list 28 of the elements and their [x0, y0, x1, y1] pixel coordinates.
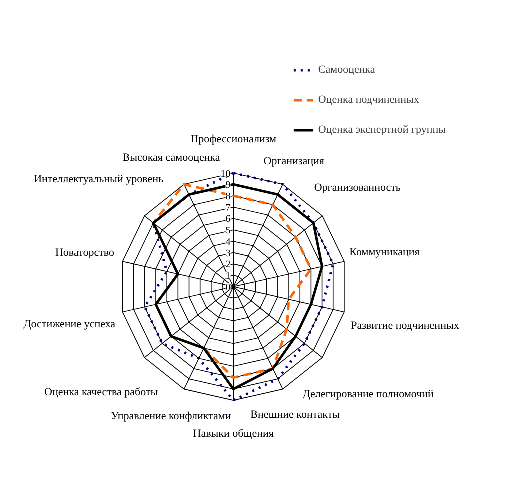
spoke-label: Развитие подчиненных: [351, 320, 460, 332]
y-tick-label: 6: [226, 214, 231, 226]
y-tick-label: 0: [226, 282, 231, 294]
spoke-label: Коммуникация: [350, 246, 420, 258]
spoke-label: Высокая самооценка: [122, 152, 220, 164]
spoke-label: Новаторство: [55, 247, 116, 260]
spoke-label: Профессионализм: [190, 134, 277, 146]
y-tick-label: 5: [226, 226, 231, 237]
spoke-label: Навыки общения: [193, 428, 274, 440]
spoke-label: Организованность: [314, 182, 401, 194]
legend-label: Оценка экспертной группы: [318, 124, 446, 136]
spoke-label: Внешние контакты: [250, 409, 341, 422]
y-tick-label: 10: [220, 168, 231, 180]
legend-label: Оценка подчиненных: [318, 94, 420, 106]
y-tick-label: 7: [226, 202, 231, 214]
y-tick-label: 3: [226, 248, 231, 260]
y-tick-label: 4: [226, 236, 231, 248]
spoke-label: Управление конфликтами: [111, 410, 232, 422]
spoke-label: Организация: [264, 155, 324, 168]
y-tick-label: 9: [226, 180, 231, 192]
legend-label: Самооценка: [318, 64, 376, 76]
spoke-label: Интеллектуальный уровень: [34, 173, 164, 186]
spoke-label: Достижение успеха: [24, 318, 116, 330]
spoke-label: Оценка качества работы: [44, 386, 159, 398]
y-tick-label: 8: [226, 191, 231, 202]
y-tick-label: 1: [226, 271, 231, 282]
spoke-label: Делегирование полномочий: [302, 388, 434, 400]
y-tick-label: 2: [226, 260, 231, 271]
